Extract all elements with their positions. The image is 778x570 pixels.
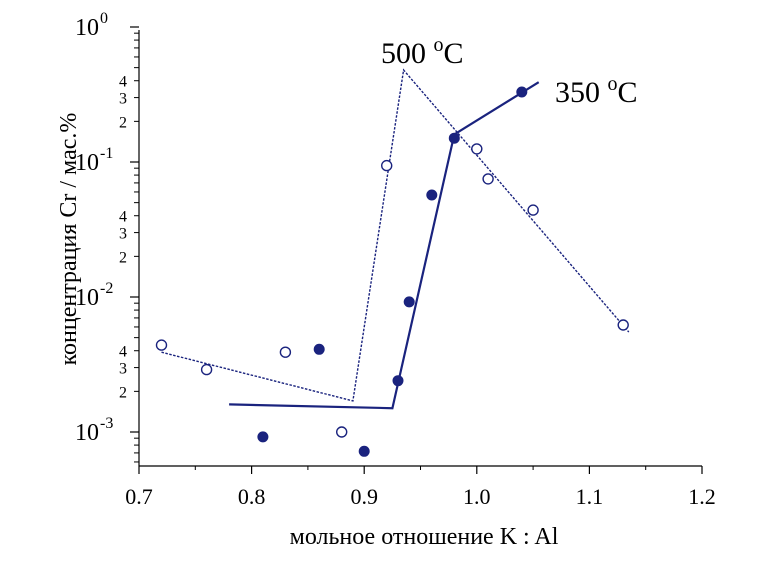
point-500c: [471, 143, 483, 155]
y-tick-label: 10: [75, 285, 99, 311]
point-500c: [200, 363, 213, 376]
y-axis-title: концентрация Cr / мас.%: [56, 113, 82, 366]
x-tick-label: 1.0: [463, 484, 491, 509]
point-350c: [448, 132, 460, 144]
x-axis-title: мольное отношение K : Al: [290, 524, 559, 550]
series-label-500c: 500 oC: [381, 34, 464, 70]
y-tick-exponent: -2: [100, 280, 113, 297]
x-tick-label: 1.2: [688, 484, 716, 509]
x-tick-label: 1.1: [576, 484, 604, 509]
y-minor-tick-label: 2: [119, 114, 127, 131]
y-minor-tick-label: 3: [119, 91, 127, 108]
y-minor-tick-label: 4: [119, 344, 127, 361]
y-minor-tick-label: 3: [119, 226, 127, 243]
series-label-350c: 350 oC: [555, 73, 638, 109]
fit-line-350c: [229, 81, 540, 410]
axes: 0.7 0.8 0.9 1.0 1.1 1.210-310-210-110 02342342…: [75, 10, 716, 509]
series-labels: 500 oC 350 oC: [381, 34, 638, 109]
point-500c: [527, 204, 539, 216]
point-500c: [617, 319, 629, 331]
point-500c: [155, 339, 168, 351]
y-tick-label: 10: [75, 420, 99, 446]
y-minor-tick-label: 4: [119, 209, 127, 226]
y-tick-label: 10: [75, 150, 99, 176]
point-350c: [403, 296, 415, 308]
point-350c: [257, 431, 269, 443]
y-tick-exponent: 0: [100, 10, 108, 27]
point-350c: [516, 86, 528, 98]
x-tick-label: 0.9: [350, 484, 378, 509]
x-tick-label: 0.7: [125, 484, 153, 509]
point-350c: [392, 375, 404, 387]
y-minor-tick-label: 3: [119, 361, 127, 378]
x-tick-label: 0.8: [238, 484, 266, 509]
y-minor-tick-label: 2: [119, 384, 127, 401]
fit-lines: [161, 68, 630, 410]
point-500c: [381, 159, 393, 172]
y-tick-exponent: -3: [100, 415, 113, 432]
point-500c: [482, 173, 494, 185]
y-minor-tick-label: 4: [119, 74, 127, 91]
point-500c: [279, 346, 292, 358]
point-350c: [426, 189, 438, 201]
y-minor-tick-label: 2: [119, 249, 127, 266]
point-350c: [358, 445, 370, 457]
y-tick-exponent: -1: [100, 145, 113, 162]
data-points: [155, 86, 629, 457]
point-350c: [313, 343, 325, 355]
point-500c: [336, 426, 348, 438]
fit-line-500c: [161, 68, 630, 402]
y-tick-label: 10: [75, 15, 99, 41]
